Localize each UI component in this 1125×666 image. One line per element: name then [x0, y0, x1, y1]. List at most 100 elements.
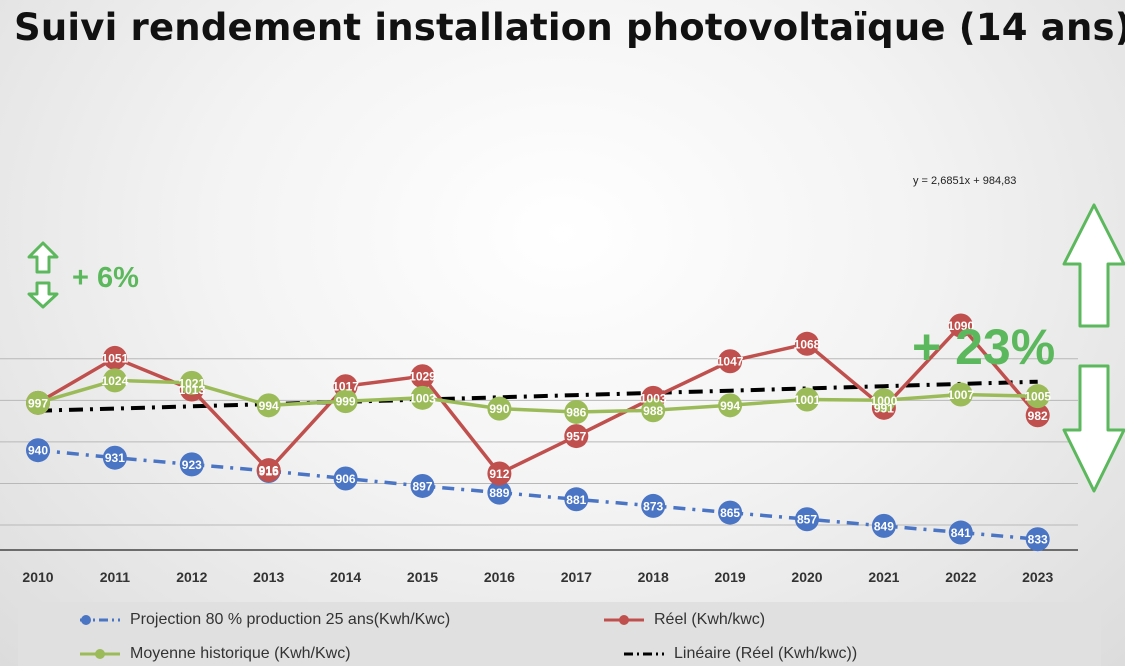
point-moyenne-2017 — [564, 399, 589, 424]
legend-item-projection: Projection 80 % production 25 ans(Kwh/Kw… — [78, 608, 450, 632]
legend-marker-projection-icon — [80, 615, 120, 625]
point-reel-2016 — [487, 461, 512, 486]
point-reel-2020 — [795, 331, 819, 356]
legend: Projection 80 % production 25 ans(Kwh/Kw… — [18, 602, 1101, 666]
data-labels: 940 931 923 915 906 897 889 881 873 865 857 849 841 8… — [28, 319, 1051, 547]
point-reel-2023 — [1025, 403, 1050, 428]
line-chart: 2010 2011 2012 2013 2014 2015 2016 2017 2018 2019… — [0, 175, 1125, 585]
label-projection-2015: 897 — [412, 479, 432, 493]
x-tick-2016: 2016 — [484, 569, 515, 585]
label-projection-2017: 881 — [566, 493, 586, 507]
label-reel-2011: 1051 — [102, 351, 129, 365]
label-moyenne-2021: 1000 — [871, 394, 898, 408]
x-tick-2021: 2021 — [868, 569, 899, 585]
series-line-moyenne — [37, 378, 1038, 414]
point-moyenne-2011 — [102, 368, 127, 393]
point-projection-2020 — [795, 507, 819, 532]
point-reel-2019 — [718, 349, 743, 374]
arrow-down-large-icon — [1062, 364, 1125, 493]
point-projection-2015 — [410, 473, 435, 498]
point-moyenne-2023 — [1025, 384, 1050, 409]
label-reel-2019: 1047 — [717, 355, 744, 369]
point-reel-2011 — [102, 345, 127, 370]
label-projection-2021: 849 — [874, 519, 894, 533]
label-reel-2018: 1003 — [640, 391, 667, 405]
legend-label-moyenne: Moyenne historique (Kwh/Kwc) — [130, 645, 351, 662]
x-tick-2012: 2012 — [176, 569, 207, 585]
label-moyenne-2016: 990 — [489, 402, 509, 416]
label-reel-2022: 1090 — [947, 319, 974, 333]
label-moyenne-2023: 1005 — [1024, 390, 1051, 404]
label-moyenne-2022: 1007 — [947, 388, 974, 402]
point-projection-2022 — [948, 520, 973, 545]
label-moyenne-2019: 994 — [720, 399, 740, 413]
point-reel-2013 — [256, 458, 281, 483]
x-tick-2023: 2023 — [1022, 569, 1053, 585]
label-reel-2014: 1017 — [332, 380, 359, 394]
point-moyenne-2016 — [487, 396, 512, 421]
point-moyenne-2021 — [871, 388, 896, 413]
label-moyenne-2013: 994 — [259, 399, 279, 413]
x-tick-2015: 2015 — [407, 569, 438, 585]
point-moyenne-2018 — [641, 398, 666, 423]
label-moyenne-2014: 999 — [336, 395, 356, 409]
point-projection-2019 — [718, 500, 743, 525]
point-moyenne-2015 — [410, 385, 435, 410]
large-gap-arrows — [1062, 203, 1125, 493]
point-projection-2016 — [487, 480, 512, 505]
arrow-up-large-icon — [1062, 203, 1125, 328]
small-gap-arrows — [27, 241, 59, 309]
arrow-down-small-icon — [27, 281, 59, 309]
label-projection-2020: 857 — [797, 513, 817, 527]
point-projection-2023 — [1025, 527, 1050, 552]
label-projection-2014: 906 — [336, 472, 356, 486]
series-line-lineaire — [37, 379, 1038, 413]
point-projection-2010 — [26, 438, 50, 463]
series-line-reel — [37, 322, 1040, 476]
point-moyenne-2010 — [26, 390, 50, 415]
legend-label-projection: Projection 80 % production 25 ans(Kwh/Kw… — [130, 611, 451, 628]
label-reel-2015: 1029 — [409, 370, 436, 384]
label-reel-2021: 991 — [874, 401, 894, 415]
gap-small-label: + 6% — [72, 262, 139, 294]
x-tick-2010: 2010 — [22, 569, 53, 585]
point-moyenne-2019 — [718, 393, 743, 418]
x-tick-2022: 2022 — [945, 569, 976, 585]
label-reel-2023: 982 — [1028, 409, 1048, 423]
series-group — [26, 313, 1050, 552]
label-moyenne-2011: 1024 — [102, 374, 129, 388]
legend-marker-moyenne-icon — [80, 649, 120, 659]
legend-item-lineaire: Linéaire (Réel (Kwh/kwc)) — [622, 642, 857, 666]
trendline-equation: y = 2,6851x + 984,83 — [913, 175, 1016, 187]
legend-marker-lineaire-icon — [624, 652, 664, 656]
label-reel-2020: 1068 — [794, 337, 821, 351]
legend-label-lineaire: Linéaire (Réel (Kwh/kwc)) — [674, 645, 858, 662]
point-moyenne-2012 — [179, 370, 204, 395]
label-moyenne-2020: 1001 — [794, 393, 821, 407]
point-moyenne-2022 — [948, 382, 973, 407]
legend-item-moyenne: Moyenne historique (Kwh/Kwc) — [78, 642, 351, 666]
label-moyenne-2018: 988 — [643, 404, 663, 418]
chart-title: Suivi rendement installation photovoltaï… — [14, 6, 1125, 49]
gridlines — [0, 358, 1078, 526]
label-projection-2011: 931 — [105, 451, 125, 465]
point-moyenne-2020 — [795, 387, 819, 412]
label-projection-2016: 889 — [489, 486, 509, 500]
series-line-projection — [37, 448, 1038, 541]
point-projection-2021 — [871, 513, 896, 538]
x-tick-2018: 2018 — [638, 569, 669, 585]
x-tick-2011: 2011 — [100, 569, 131, 585]
x-tick-2014: 2014 — [330, 569, 361, 585]
label-reel-2016: 912 — [489, 467, 509, 481]
legend-label-reel: Réel (Kwh/kwc) — [654, 611, 766, 628]
label-moyenne-2017: 986 — [566, 405, 586, 419]
x-tick-2017: 2017 — [561, 569, 592, 585]
point-projection-2018 — [641, 493, 666, 518]
x-tick-2019: 2019 — [715, 569, 746, 585]
label-projection-2010: 940 — [28, 444, 48, 458]
legend-marker-reel-icon — [604, 615, 644, 625]
label-projection-2018: 873 — [643, 499, 663, 513]
point-projection-2011 — [102, 445, 127, 470]
point-moyenne-2014 — [333, 389, 358, 414]
point-reel-2015 — [410, 364, 435, 389]
